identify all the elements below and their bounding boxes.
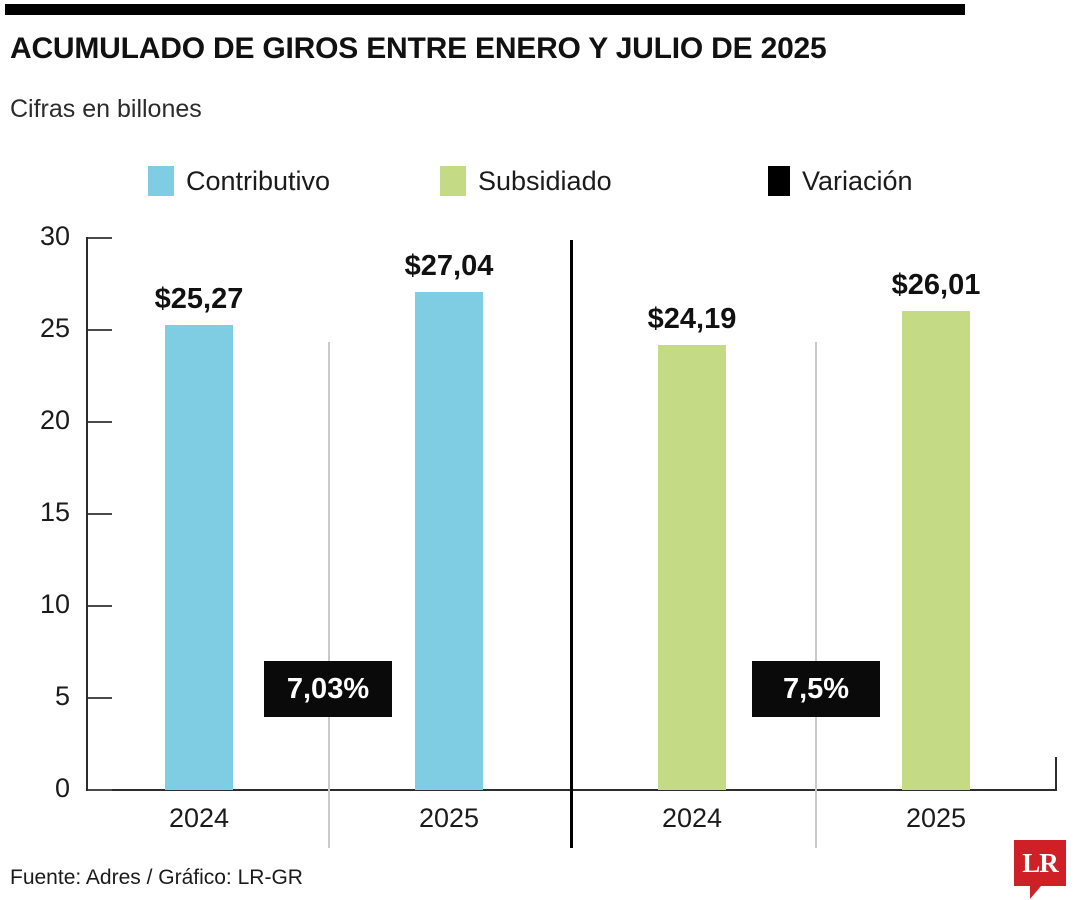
y-axis-tick-label: 30 [39,221,70,251]
y-axis-line [86,237,88,791]
legend-item-subsidiado[interactable]: Subsidiado [440,166,612,196]
page-subtitle: Cifras en billones [10,95,202,123]
square-swatch-icon [768,166,790,196]
y-axis-tick [88,421,112,423]
variation-badge-contributivo: 7,03% [264,661,392,717]
legend-label: Subsidiado [478,165,612,196]
legend-item-contributivo[interactable]: Contributivo [148,166,330,196]
y-axis-tick-label: 15 [39,497,70,527]
x-axis-label: 2024 [168,803,230,833]
bar-value-label: $25,27 [154,283,244,316]
square-swatch-icon [148,166,174,196]
x-axis-label: 2025 [905,803,967,833]
y-axis-tick [88,605,112,607]
y-axis-tick [88,697,112,699]
y-axis-tick-label: 20 [39,405,70,435]
x-axis-label: 2025 [418,803,480,833]
y-axis-tick [88,329,112,331]
variation-badge-label: 7,03% [286,672,370,705]
x-axis-label: 2024 [661,803,723,833]
square-swatch-icon [440,166,466,196]
y-axis-tick [88,789,112,791]
page-title: ACUMULADO DE GIROS ENTRE ENERO Y JULIO D… [10,32,827,65]
bar-value-label: $27,04 [404,250,494,283]
group-divider-soft-1 [328,342,330,848]
header-rule [5,4,965,15]
source-note: Fuente: Adres / Gráfico: LR-GR [10,866,303,889]
legend-label: Contributivo [186,165,331,196]
y-axis-tick-label: 0 [54,773,70,803]
lr-logo-text: LR [1022,847,1059,878]
y-axis-tick [88,513,112,515]
group-divider-soft-2 [815,342,817,848]
panel-divider [570,240,573,848]
bar-value-label: $26,01 [891,269,981,302]
lr-logo: LR [1014,840,1066,886]
bar-contributivo-2025[interactable] [415,292,483,790]
legend-label: Variación [802,165,913,196]
x-axis-end-cap [1055,757,1057,791]
bar-subsidiado-2024[interactable] [658,344,726,790]
y-axis-tick [88,237,112,239]
variation-badge-label: 7,5% [782,672,850,705]
y-axis-tick-label: 25 [39,313,70,343]
y-axis-tick-label: 5 [54,681,70,711]
bar-contributivo-2024[interactable] [165,325,233,790]
bar-subsidiado-2025[interactable] [902,311,970,790]
lr-logo-tail-icon [1030,886,1041,899]
chart-legend: Contributivo Subsidiado Variación [0,160,1080,206]
variation-badge-subsidiado: 7,5% [752,661,880,717]
legend-item-variacion[interactable]: Variación [768,166,913,196]
y-axis-tick-label: 10 [39,589,70,619]
bar-value-label: $24,19 [647,302,737,335]
